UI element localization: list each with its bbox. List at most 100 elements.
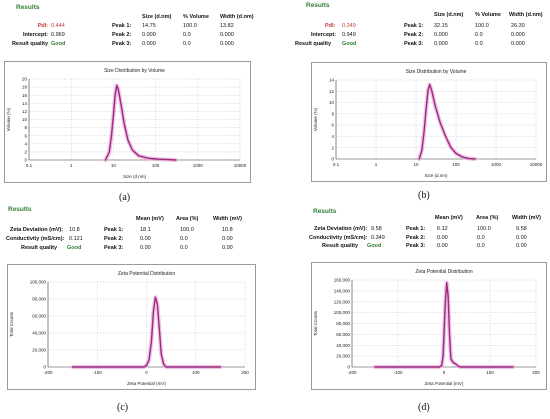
results-title: Results — [16, 4, 40, 11]
pdi-label: PdI: — [37, 23, 48, 29]
peak1-size: 14.75 — [142, 23, 156, 29]
peak3-label: Peak 3: — [406, 243, 426, 249]
peak3-label: Peak 3: — [404, 41, 424, 47]
x-tick-label: 1 — [70, 163, 73, 168]
zeta-potential-chart: Zeta Potential Distribution 0 20,000 40,000… — [9, 271, 249, 386]
y-tick-label: 100,000 — [334, 310, 351, 315]
zeta-deviation-value: 10.8 — [69, 227, 80, 233]
peak3-area: 0.0 — [477, 243, 485, 249]
y-tick-label: 100,000 — [30, 280, 47, 285]
pdi-value: 0.444 — [51, 23, 65, 29]
peak3-mean: 0.00 — [437, 243, 448, 249]
y-tick-label: 4 — [331, 134, 334, 139]
peak3-label: Peak 3: — [104, 245, 124, 251]
result-quality-label: Result quality — [295, 41, 332, 47]
chart-panel-a: Size Distribution by Volume 0 2 4 6 8 10 12 14 16… — [4, 61, 251, 183]
y-tick-label: 6 — [24, 133, 27, 138]
peak2-width: 0.000 — [220, 32, 234, 38]
peak1-area: 100.0 — [180, 227, 194, 233]
results-title: Results — [8, 206, 32, 213]
y-axis-label: Volume (%) — [6, 107, 11, 131]
result-quality-label: Result quality — [21, 245, 58, 251]
peak2-label: Peak 2: — [104, 236, 124, 242]
x-tick-label: -200 — [43, 370, 53, 375]
y-tick-label: 8 — [331, 111, 334, 116]
y-tick-label: 160,000 — [334, 278, 351, 283]
zeta-potential-chart: Zeta Potential Distribution 0 20,000 40,000… — [313, 269, 540, 386]
y-tick-label: 16 — [22, 93, 28, 98]
peak3-area: 0.0 — [180, 245, 188, 251]
peak2-volume: 0.0 — [475, 32, 483, 38]
x-axis-label: Size (d.nm) — [123, 174, 147, 179]
intercept-value: 0.969 — [51, 32, 65, 38]
intercept-label: Intercept: — [22, 32, 48, 38]
x-tick-label: -200 — [347, 370, 357, 375]
result-quality-value: Good — [367, 243, 382, 249]
peak3-volume: 0.0 — [475, 41, 483, 47]
peak2-size: 0.000 — [434, 32, 448, 38]
y-tick-label: 10 — [22, 117, 28, 122]
y-tick-label: 10 — [329, 100, 335, 105]
result-quality-label: Result quality — [322, 243, 359, 249]
results-title: Results — [306, 2, 330, 9]
x-tick-label: 100 — [152, 163, 160, 168]
chart-panel-c: Zeta Potential Distribution 0 20,000 40,000… — [7, 264, 256, 390]
x-tick-label: 0.1 — [26, 163, 33, 168]
peak1-width: 10.8 — [222, 227, 233, 233]
caption-d: (d) — [418, 402, 430, 413]
y-tick-label: 18 — [22, 85, 28, 90]
y-tick-label: 120,000 — [334, 299, 351, 304]
peak2-size: 0.000 — [142, 32, 156, 38]
peak1-width: 9.58 — [516, 226, 527, 232]
caption-b: (b) — [418, 190, 430, 201]
result-quality-value: Good — [67, 245, 82, 251]
x-axis-label: Zeta Potential (mV) — [425, 381, 464, 386]
peak3-size: 0.000 — [142, 41, 156, 47]
x-tick-label: 0.1 — [333, 162, 340, 167]
peak1-area: 100.0 — [477, 226, 491, 232]
chart-panel-b: Size Distribution by Volume 0 2 4 6 8 10 12 14 0.… — [311, 62, 547, 182]
x-tick-label: 10000 — [234, 163, 247, 168]
peak1-volume: 100.0 — [475, 23, 489, 29]
y-tick-label: 4 — [24, 141, 27, 146]
y-tick-label: 60,000 — [336, 332, 350, 337]
y-tick-label: 12 — [22, 109, 28, 114]
y-tick-label: 140,000 — [334, 288, 351, 293]
x-tick-label: 10000 — [530, 162, 543, 167]
y-tick-label: 40,000 — [32, 331, 46, 336]
col-header-volume: % Volume — [183, 14, 209, 20]
y-tick-label: 20,000 — [32, 348, 46, 353]
conductivity-label: Conductivity (mS/cm): — [309, 235, 368, 241]
col-header-width: Width (mV) — [213, 216, 242, 222]
y-tick-label: 0 — [24, 158, 27, 163]
peak2-width: 0.00 — [516, 235, 527, 241]
caption-a: (a) — [119, 192, 131, 203]
col-header-width: Width (d.nm) — [509, 12, 543, 18]
peak3-width: 0.000 — [220, 41, 234, 47]
col-header-area: Area (%) — [476, 215, 499, 221]
intercept-label: Intercept: — [311, 32, 337, 38]
y-tick-label: 12 — [329, 89, 335, 94]
result-quality-value: Good — [51, 41, 66, 47]
x-tick-label: 100 — [192, 370, 200, 375]
y-tick-label: 8 — [24, 125, 27, 130]
peak2-width: 0.00 — [222, 236, 233, 242]
col-header-size: Size (d.nm) — [142, 14, 172, 20]
peak3-width: 0.00 — [222, 245, 233, 251]
x-tick-label: -100 — [93, 370, 103, 375]
col-header-volume: % Volume — [475, 12, 501, 18]
x-tick-label: 200 — [241, 370, 249, 375]
peak1-width: 26.30 — [511, 23, 525, 29]
series-line — [374, 282, 514, 368]
peak2-mean: 0.00 — [140, 236, 151, 242]
peak3-width: 0.000 — [511, 41, 525, 47]
peak2-mean: 0.00 — [437, 235, 448, 241]
pdi-value: 0.249 — [342, 23, 356, 29]
chart-title: Size Distribution by Volume — [104, 68, 165, 74]
result-quality-value: Good — [342, 41, 357, 47]
x-tick-label: 1000 — [193, 163, 204, 168]
x-tick-label: 100 — [452, 162, 460, 167]
y-tick-label: 0 — [331, 157, 334, 162]
chart-title: Zeta Potential Distribution — [415, 269, 472, 275]
peak1-mean: 18.1 — [140, 227, 151, 233]
